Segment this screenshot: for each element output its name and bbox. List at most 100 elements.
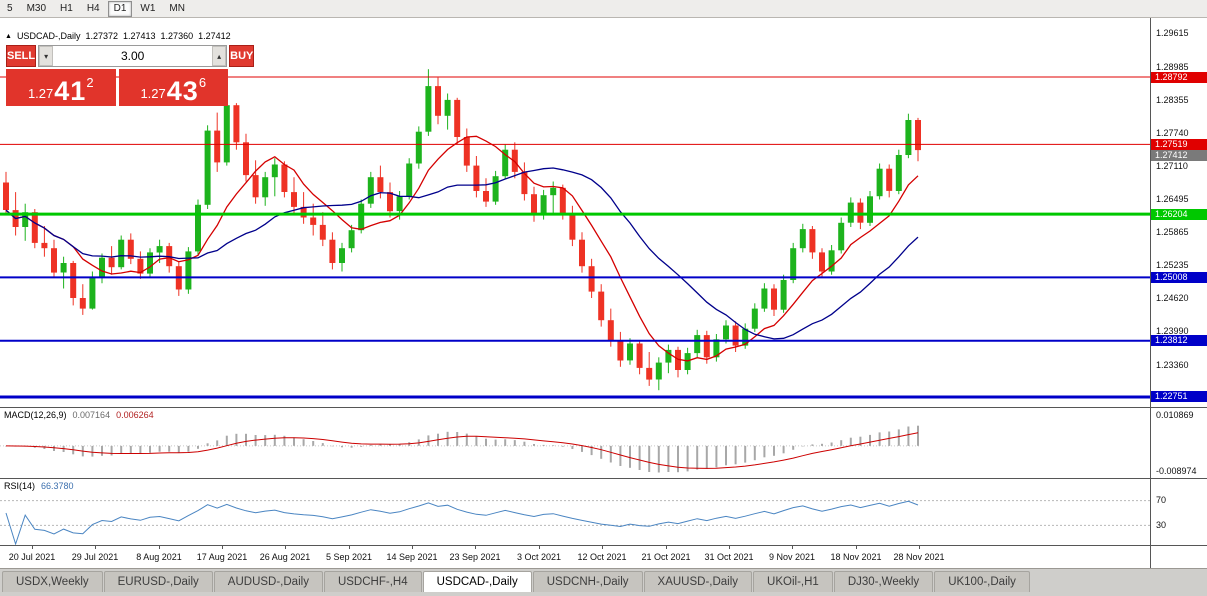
date-label: 18 Nov 2021: [830, 552, 882, 562]
price-level-tag: 1.26204: [1151, 209, 1207, 220]
macd-histogram-bar: [677, 445, 679, 473]
candle-body: [780, 280, 787, 310]
chart-tab-xauusd-daily[interactable]: XAUUSD-,Daily: [643, 571, 753, 592]
buy-button[interactable]: BUY: [229, 45, 255, 67]
macd-histogram-bar: [187, 445, 190, 452]
rsi-axis-30: 30: [1156, 520, 1167, 530]
chart-tab-usdcnh-daily[interactable]: USDCNH-,Daily: [532, 571, 643, 592]
timeframe-button-m30[interactable]: M30: [26, 2, 47, 14]
price-axis-label: 1.26495: [1156, 194, 1189, 204]
date-tick: [602, 546, 603, 549]
volume-increase-button[interactable]: ▴: [212, 46, 227, 66]
candle-body: [905, 120, 912, 155]
macd-histogram-bar: [734, 445, 737, 465]
macd-histogram-bar: [369, 444, 372, 446]
candle-body: [761, 288, 768, 309]
macd-histogram-bar: [849, 437, 852, 446]
candle-body: [713, 339, 720, 358]
macd-histogram-bar: [197, 445, 199, 449]
trade-controls-row: SELL ▾ ▴ BUY: [6, 45, 255, 67]
date-label: 28 Nov 2021: [893, 552, 945, 562]
volume-decrease-button[interactable]: ▾: [39, 46, 54, 66]
candle-body: [819, 252, 825, 272]
candle-body: [867, 196, 873, 223]
timeframe-button-d1[interactable]: D1: [107, 0, 133, 17]
chart-tab-usdcad-daily[interactable]: USDCAD-,Daily: [422, 571, 532, 592]
candle-body: [809, 229, 816, 253]
timeframe-button-mn[interactable]: MN: [169, 2, 185, 14]
macd-histogram-bar: [600, 445, 603, 459]
macd-histogram-bar: [878, 432, 881, 446]
candle-body: [473, 165, 480, 191]
macd-histogram-bar: [897, 429, 900, 446]
sell-button[interactable]: SELL: [6, 45, 37, 67]
macd-histogram-bar: [648, 445, 651, 472]
candle-body: [588, 266, 595, 292]
price-axis-label: 1.24620: [1156, 293, 1189, 303]
candle-body: [607, 320, 614, 341]
close-value: 1.27412: [198, 31, 231, 41]
price-level-tag: 1.27519: [1151, 139, 1207, 150]
macd-label: MACD(12,26,9) 0.007164 0.006264: [4, 410, 154, 420]
macd-histogram-bar: [168, 445, 171, 452]
price-level-tag: 1.28792: [1151, 72, 1207, 83]
candle-body: [214, 130, 221, 163]
macd-histogram-bar: [859, 436, 862, 446]
candle-body: [502, 149, 509, 177]
chart-tab-usdx-weekly[interactable]: USDX,Weekly: [2, 571, 103, 592]
date-label: 21 Oct 2021: [641, 552, 691, 562]
candle-body: [531, 194, 537, 216]
price-axis[interactable]: 1.29615 1.28985 1.28355 1.27740 1.27110 1.264…: [1150, 18, 1207, 407]
macd-histogram-bar: [869, 434, 871, 446]
date-label: 8 Aug 2021: [136, 552, 182, 562]
macd-histogram-bar: [360, 445, 363, 447]
timeframe-button-h4[interactable]: H4: [86, 2, 100, 14]
timeframe-button-w1[interactable]: W1: [140, 2, 156, 14]
macd-histogram-bar: [273, 434, 276, 446]
timeframe-button-5[interactable]: 5: [7, 2, 13, 14]
date-tick: [856, 546, 857, 549]
chart-tab-usdchf-h4[interactable]: USDCHF-,H4: [323, 571, 422, 592]
macd-axis-max: 0.010869: [1156, 410, 1194, 420]
macd-histogram-bar: [53, 445, 55, 451]
candle-body: [915, 120, 921, 151]
price-axis-label: 1.27110: [1156, 161, 1188, 171]
macd-histogram-bar: [561, 445, 564, 447]
macd-axis-min: -0.008974: [1156, 466, 1197, 476]
volume-input[interactable]: [53, 46, 213, 66]
macd-histogram-bar: [917, 425, 919, 446]
candle-body: [89, 276, 96, 309]
date-tick: [285, 546, 286, 549]
candle-body: [348, 230, 355, 249]
candle-body: [703, 335, 710, 358]
bid-pip-digit: 2: [86, 75, 94, 90]
chart-tab-dj30-weekly[interactable]: DJ30-,Weekly: [833, 571, 934, 592]
macd-histogram-bar: [206, 443, 209, 446]
bid-price-display[interactable]: 1.27 41 2: [6, 69, 116, 106]
candle-body: [291, 192, 297, 207]
timeframe-button-h1[interactable]: H1: [60, 2, 73, 14]
date-tick: [349, 546, 350, 549]
chart-tab-audusd-daily[interactable]: AUDUSD-,Daily: [213, 571, 323, 592]
chart-tab-ukoil-h1[interactable]: UKOil-,H1: [753, 571, 833, 592]
ask-price-display[interactable]: 1.27 43 6: [118, 69, 228, 106]
candle-body: [185, 251, 192, 290]
rsi-canvas[interactable]: [0, 479, 1150, 545]
collapse-icon[interactable]: ▲: [5, 32, 12, 40]
date-axis[interactable]: 20 Jul 2021 29 Jul 2021 8 Aug 2021 17 Aug 2…: [0, 545, 1150, 568]
chart-tab-uk100-daily[interactable]: UK100-,Daily: [934, 571, 1030, 592]
candle-body: [463, 137, 470, 166]
macd-histogram-bar: [398, 443, 401, 446]
price-chart-canvas[interactable]: [0, 18, 1150, 407]
macd-histogram-bar: [513, 440, 516, 446]
candle-body: [655, 362, 662, 380]
chart-tab-eurusd-daily[interactable]: EURUSD-,Daily: [103, 571, 213, 592]
macd-axis: 0.010869 -0.008974: [1150, 407, 1207, 478]
candle-body: [569, 213, 576, 240]
one-click-trading-widget: SELL ▾ ▴ BUY 1.27 41 2 1.27 43 6: [6, 45, 255, 106]
macd-canvas[interactable]: [0, 408, 1150, 478]
macd-histogram-bar: [446, 431, 449, 446]
candle-body: [271, 164, 278, 178]
candle-body: [195, 204, 201, 252]
macd-histogram-bar: [821, 443, 823, 446]
